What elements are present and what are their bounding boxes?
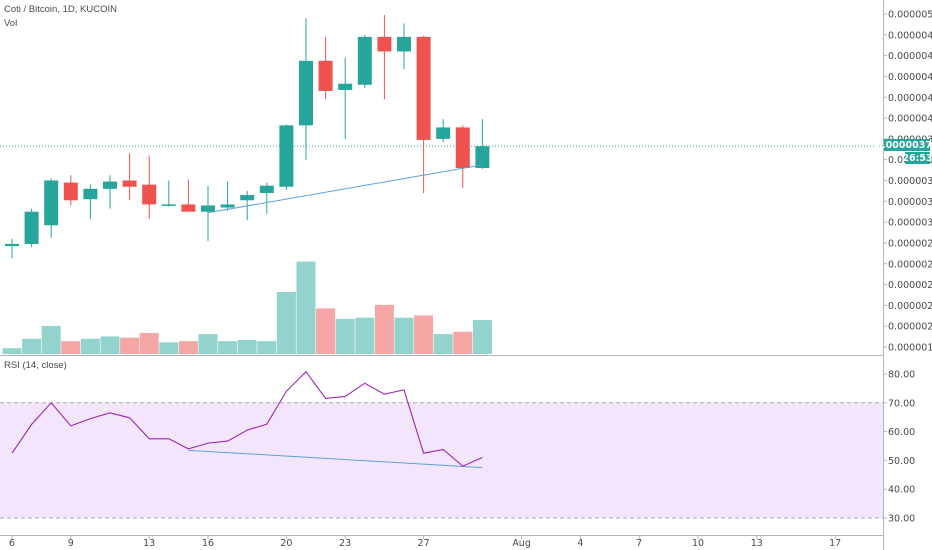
price-tick-label: 0.00000320	[888, 197, 932, 208]
candle-body	[436, 127, 451, 139]
rsi-tick-label: 40.00	[888, 485, 915, 496]
volume-bar	[472, 320, 492, 354]
time-tick-label: 23	[339, 538, 351, 549]
candle-body	[416, 36, 431, 140]
volume-bar	[100, 336, 120, 354]
time-tick-label: 16	[202, 538, 214, 549]
volume-bar	[120, 337, 140, 354]
time-tick-label: 4	[577, 538, 583, 549]
rsi-tick-label: 30.00	[888, 514, 915, 525]
price-tick-label: 0.00000240	[888, 280, 932, 291]
time-tick-label: 27	[418, 538, 430, 549]
time-tick-label: 6	[9, 538, 15, 549]
candle-body	[122, 180, 137, 187]
price-tick-label: 0.00000260	[888, 259, 932, 270]
time-tick-label: 13	[143, 538, 155, 549]
volume-bar	[2, 348, 22, 354]
price-pane[interactable]	[0, 15, 883, 354]
volume-bar	[218, 341, 238, 354]
volume-bar	[316, 308, 336, 354]
volume-bar	[257, 341, 277, 354]
rsi-pane[interactable]	[0, 370, 883, 519]
time-tick-label: Aug	[512, 538, 531, 549]
price-tick-label: 0.00000340	[888, 176, 932, 187]
candle-body	[103, 181, 117, 189]
last-price-tag: 0.00000373 26:53	[875, 139, 932, 164]
candle-body	[299, 60, 313, 126]
candle-body	[338, 83, 353, 90]
rsi-label: RSI (14, close)	[4, 360, 67, 371]
symbol-title: Coti / Bitcoin, 1D, KUCOIN	[4, 4, 117, 15]
price-tick-label: 0.00000440	[888, 72, 932, 83]
time-tick-label: 13	[751, 538, 763, 549]
rsi-tick-label: 80.00	[888, 370, 915, 381]
volume-bar	[22, 338, 42, 354]
candle-body	[142, 184, 157, 205]
time-tick-label: 20	[280, 538, 292, 549]
price-tick-label: 0.00000300	[888, 218, 932, 229]
candle-body	[318, 60, 333, 92]
volume-bar	[374, 304, 394, 354]
volume-bar	[237, 339, 257, 354]
candle-body	[83, 188, 98, 200]
price-tick-label: 0.00000220	[888, 301, 932, 312]
price-tick-label: 0.00000200	[888, 322, 932, 333]
volume-bar	[394, 317, 414, 354]
price-tick-label: 0.00000420	[888, 93, 932, 104]
candle-body	[24, 211, 39, 244]
volume-bar	[414, 315, 434, 354]
volume-bar	[139, 332, 159, 354]
volume-label: Vol	[4, 18, 17, 29]
price-tick-label: 0.00000400	[888, 114, 932, 125]
volume-bar	[453, 331, 473, 354]
volume-bar	[159, 342, 179, 354]
trendline	[188, 449, 483, 469]
trendline	[207, 164, 483, 214]
volume-bar	[355, 317, 375, 354]
countdown-timer: 26:53	[902, 153, 932, 164]
rsi-tick-label: 50.00	[888, 456, 915, 467]
candle-body	[240, 195, 255, 201]
rsi-band	[0, 402, 883, 518]
volume-bar	[335, 318, 355, 354]
candle-body	[5, 243, 19, 247]
candle-body	[377, 36, 392, 52]
volume-bar	[41, 325, 61, 354]
candle-body	[181, 204, 196, 212]
volume-bar	[433, 334, 453, 354]
candle-body	[44, 180, 59, 226]
candle-body	[259, 185, 274, 193]
price-tick-label: 0.00000280	[888, 238, 932, 249]
candle-body	[357, 36, 372, 85]
candle-body	[220, 204, 235, 208]
volume-bar	[61, 341, 81, 354]
rsi-tick-label: 70.00	[888, 398, 915, 409]
candle-body	[201, 205, 215, 212]
volume-bar	[80, 338, 100, 354]
candle-body	[455, 127, 470, 169]
candle-body	[279, 125, 294, 187]
time-tick-label: 17	[829, 538, 841, 549]
volume-bar	[276, 291, 296, 354]
last-price-value: 0.00000373	[875, 140, 932, 151]
rsi-tick-label: 60.00	[888, 427, 915, 438]
time-tick-label: 7	[636, 538, 642, 549]
time-tick-label: 10	[692, 538, 704, 549]
rsi-line	[11, 370, 483, 467]
candle-body	[397, 36, 411, 52]
volume-bar	[178, 341, 198, 354]
price-tick-label: 0.00000500	[888, 10, 932, 21]
price-tick-label: 0.00000460	[888, 51, 932, 62]
price-tick-label: 0.00000480	[888, 30, 932, 41]
volume-bar	[198, 334, 218, 354]
volume-bar	[296, 261, 316, 354]
candle-body	[475, 146, 490, 169]
time-tick-label: 9	[68, 538, 74, 549]
candle-body	[63, 182, 78, 201]
candle-body	[161, 204, 176, 206]
